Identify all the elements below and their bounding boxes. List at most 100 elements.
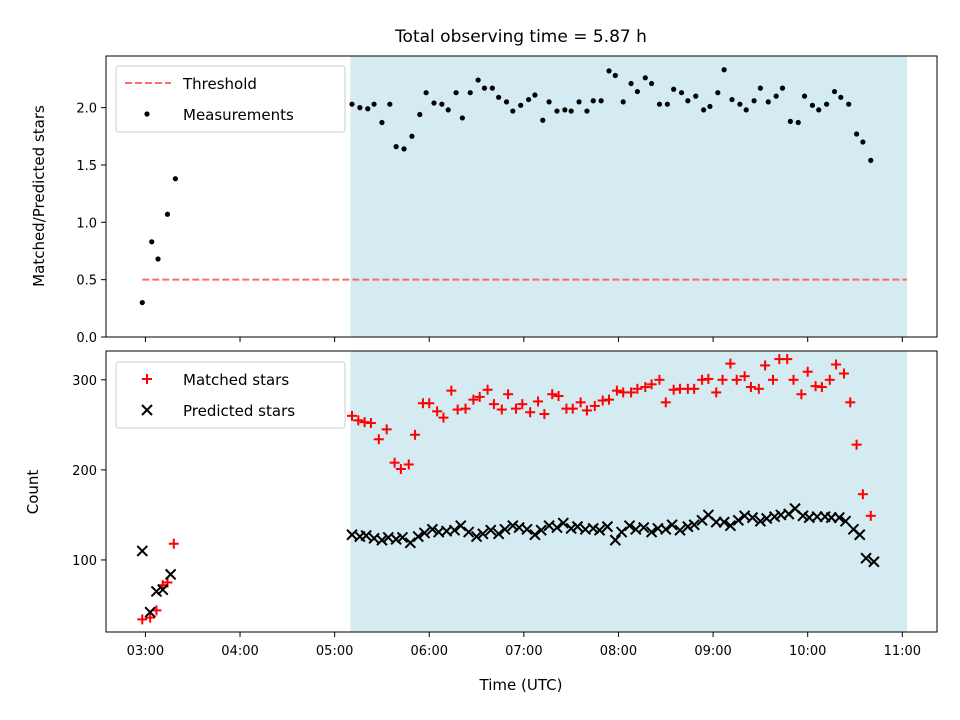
predicted-star-point — [150, 585, 163, 598]
matched-star-point — [575, 397, 586, 408]
legend-matched-label: Matched stars — [183, 371, 289, 389]
matched-star-point — [525, 407, 536, 418]
x-tick-label: 05:00 — [316, 644, 353, 659]
y-tick-label: 100 — [72, 554, 97, 569]
predicted-star-point — [593, 524, 606, 536]
predicted-star-point — [485, 524, 497, 536]
predicted-star-point — [615, 526, 628, 538]
measurement-point — [357, 105, 363, 111]
predicted-star-point — [535, 524, 547, 536]
measurement-point — [546, 99, 552, 105]
measurement-point — [634, 88, 640, 95]
matched-star-point — [373, 434, 384, 445]
predicted-star-point — [390, 533, 402, 545]
matched-star-point — [137, 614, 148, 625]
measurement-point — [612, 72, 618, 79]
predicted-star-point — [499, 523, 511, 536]
measurement-point — [853, 131, 860, 137]
top-panel: 0.00.51.01.52.0 Matched/Predicted stars … — [30, 55, 938, 346]
matched-star-point — [711, 387, 722, 398]
measurement-point — [693, 93, 699, 99]
y-tick-label: 1.0 — [76, 216, 97, 231]
measurement-point — [685, 98, 691, 104]
measurement-point — [590, 98, 596, 104]
predicted-star-point — [833, 511, 845, 524]
top-legend-box — [115, 65, 346, 133]
predicted-star-point — [868, 556, 880, 568]
measurement-point — [532, 92, 538, 98]
matched-star-point — [381, 424, 392, 435]
matched-star-point — [604, 394, 615, 405]
predicted-star-point — [507, 520, 519, 532]
measurement-point — [831, 88, 838, 95]
matched-star-point — [782, 354, 793, 365]
matched-star-point — [717, 374, 728, 385]
measurement-point — [496, 94, 502, 100]
predicted-star-point — [623, 520, 636, 532]
predicted-star-point — [418, 527, 431, 539]
measurement-point — [393, 144, 399, 150]
predicted-star-point — [718, 516, 730, 528]
bottom-y-ticks: 100 200 300 — [72, 374, 106, 569]
matched-star-point — [802, 366, 813, 377]
matched-star-point — [553, 391, 564, 402]
top-axes-frame — [105, 55, 938, 338]
matched-star-point — [517, 399, 528, 410]
predicted-star-point — [164, 568, 177, 581]
predicted-star-point — [462, 526, 475, 538]
predicted-star-point — [660, 523, 672, 536]
legend-measurements-swatch — [144, 111, 150, 117]
predicted-star-point — [674, 524, 686, 536]
top-shaded-region — [350, 56, 908, 337]
matched-star-point — [510, 403, 521, 414]
measurement-point — [671, 86, 677, 92]
matched-star-points — [137, 354, 876, 625]
measurement-point — [751, 98, 757, 104]
measurement-point — [481, 85, 488, 91]
matched-star-point — [474, 391, 485, 402]
x-tick-label: 11:00 — [884, 644, 921, 659]
y-tick-label: 2.0 — [76, 102, 97, 117]
measurement-point — [701, 107, 707, 113]
measurement-point — [838, 94, 844, 100]
predicted-star-point — [688, 519, 700, 531]
matched-star-point — [589, 400, 600, 411]
predicted-star-point — [797, 510, 809, 522]
predicted-star-point — [637, 521, 650, 534]
matched-star-point — [857, 489, 868, 500]
legend-predicted-label: Predicted stars — [183, 402, 295, 420]
measurement-point — [510, 108, 516, 114]
measurement-point — [349, 101, 355, 107]
predicted-star-point — [645, 526, 658, 538]
measurement-point — [773, 93, 779, 99]
measurement-point — [489, 85, 495, 91]
legend-threshold-label: Threshold — [182, 75, 257, 93]
predicted-star-point — [470, 530, 483, 543]
predicted-star-point — [732, 514, 745, 527]
bottom-shaded-region — [350, 351, 908, 632]
predicted-star-point — [768, 511, 781, 523]
matched-star-point — [547, 389, 558, 400]
measurement-point — [737, 101, 743, 107]
x-tick-label: 09:00 — [694, 644, 731, 659]
measurement-point — [860, 139, 866, 145]
predicted-star-point — [601, 520, 614, 533]
measurement-point — [475, 77, 481, 83]
matched-star-point — [168, 538, 179, 549]
measurement-point — [707, 103, 713, 110]
predicted-star-point — [492, 528, 505, 540]
matched-star-point — [410, 429, 421, 440]
matched-star-point — [788, 374, 799, 385]
matched-star-point — [533, 396, 544, 407]
predicted-star-point — [404, 537, 417, 549]
matched-star-point — [640, 382, 651, 393]
measurement-point — [620, 99, 626, 105]
matched-star-point — [745, 382, 756, 393]
x-tick-label: 03:00 — [127, 644, 164, 659]
predicted-star-point — [455, 520, 467, 532]
matched-star-point — [468, 394, 479, 405]
bottom-y-axis-label: Count — [24, 470, 42, 515]
matched-star-point — [816, 382, 827, 393]
chart-title: Total observing time = 5.87 h — [394, 27, 647, 47]
measurement-point — [409, 133, 415, 139]
